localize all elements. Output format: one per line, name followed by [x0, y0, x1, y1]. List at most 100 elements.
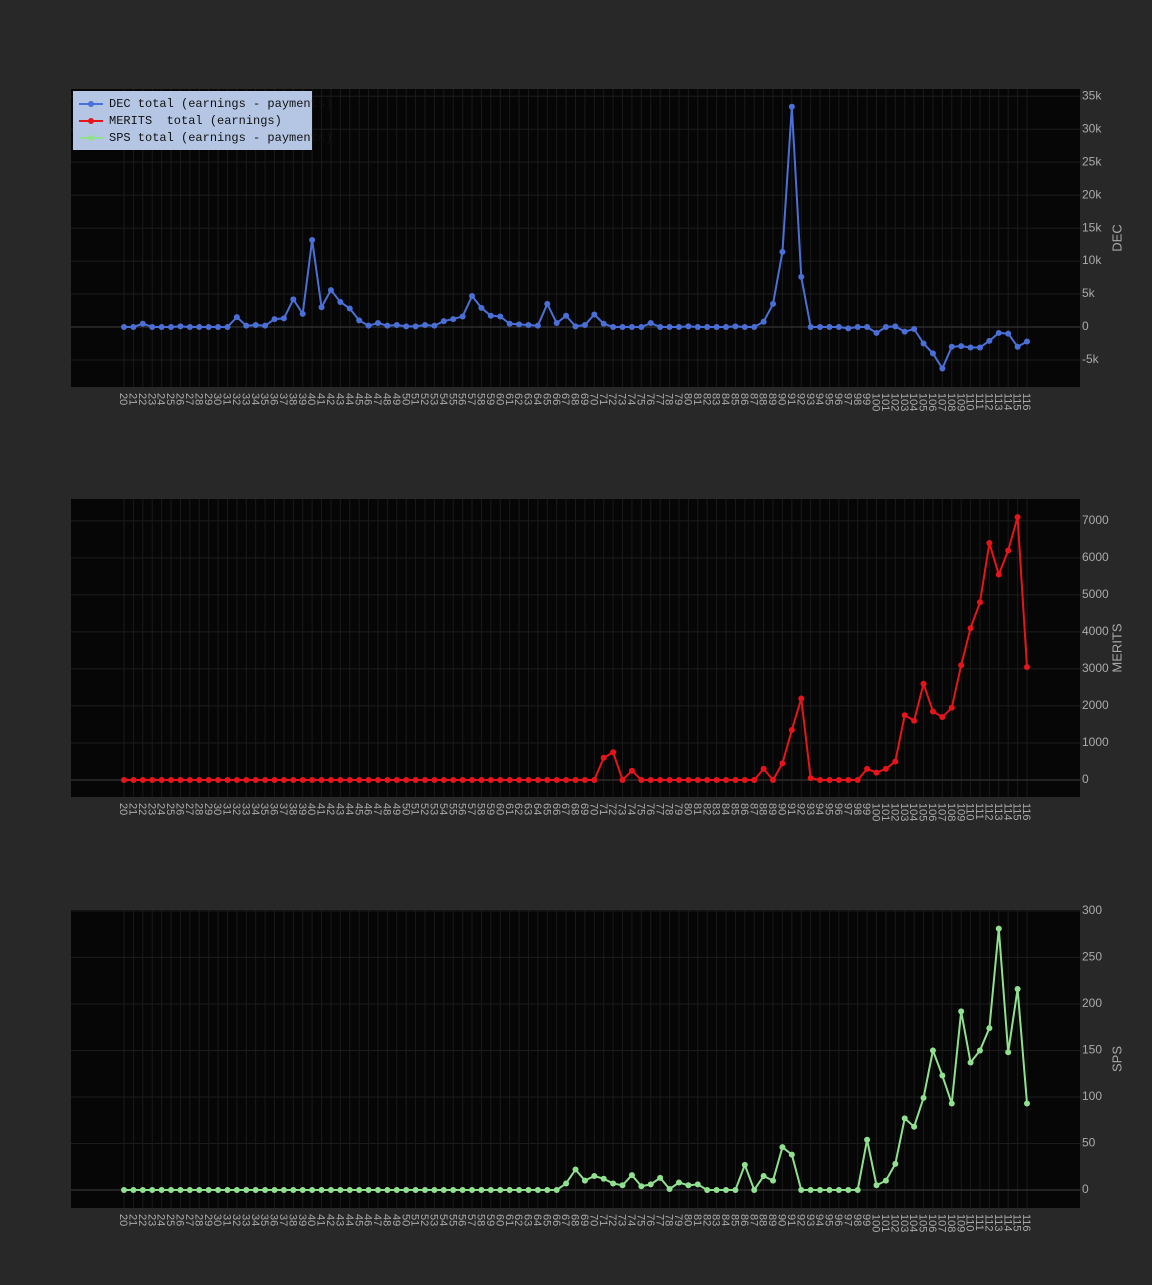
data-point — [864, 765, 871, 772]
data-point — [610, 749, 617, 756]
data-point — [600, 320, 607, 327]
data-point — [262, 1186, 269, 1193]
data-point — [911, 717, 918, 724]
x-tick-label: 37 — [277, 803, 289, 815]
x-tick-label: 22 — [136, 1214, 148, 1226]
data-point — [1005, 330, 1012, 337]
data-point — [478, 776, 485, 783]
x-tick-label: 21 — [127, 803, 139, 815]
x-tick-label: 106 — [926, 393, 938, 411]
data-point — [365, 1186, 372, 1193]
x-tick-label: 68 — [569, 803, 581, 815]
data-point — [403, 776, 410, 783]
data-point — [694, 776, 701, 783]
x-tick-label: 52 — [418, 803, 430, 815]
x-tick-label: 61 — [503, 393, 515, 405]
data-point — [506, 1186, 513, 1193]
x-tick-label: 69 — [578, 1214, 590, 1226]
data-point — [186, 1186, 193, 1193]
data-point — [469, 1186, 476, 1193]
x-tick-label: 91 — [785, 803, 797, 815]
x-tick-label: 93 — [804, 1214, 816, 1226]
x-tick-label: 45 — [352, 803, 364, 815]
data-point — [280, 315, 287, 322]
data-point — [657, 324, 664, 331]
y-tick-label: 200 — [1082, 996, 1102, 1010]
data-point — [318, 776, 325, 783]
x-tick-label: 72 — [606, 803, 618, 815]
x-tick-label: 31 — [221, 393, 233, 405]
x-tick-label: 51 — [409, 1214, 421, 1226]
data-point — [986, 1025, 993, 1032]
data-point — [901, 328, 908, 335]
data-point — [450, 1186, 457, 1193]
x-tick-label: 39 — [296, 1214, 308, 1226]
x-tick-label: 59 — [484, 393, 496, 405]
x-tick-label: 26 — [174, 1214, 186, 1226]
x-tick-label: 115 — [1011, 393, 1023, 411]
data-point — [139, 1186, 146, 1193]
data-point — [309, 236, 316, 243]
y-tick-label: 4000 — [1082, 624, 1109, 638]
x-tick-label: 60 — [493, 803, 505, 815]
x-tick-label: 108 — [945, 1214, 957, 1232]
data-point — [121, 324, 127, 331]
x-tick-label: 49 — [390, 1214, 402, 1226]
data-point — [619, 324, 626, 331]
data-point — [892, 323, 899, 330]
data-point — [224, 776, 231, 783]
legend-box — [73, 91, 312, 150]
data-point — [1014, 986, 1021, 993]
data-point — [158, 776, 165, 783]
data-point — [854, 776, 861, 783]
data-point — [939, 1072, 946, 1079]
data-point — [704, 324, 711, 331]
x-tick-label: 109 — [954, 393, 966, 411]
data-point — [723, 776, 729, 783]
x-tick-label: 25 — [164, 803, 176, 815]
data-point — [995, 925, 1002, 932]
x-tick-label: 55 — [446, 803, 458, 815]
x-tick-label: 96 — [832, 1214, 844, 1226]
y-axis-title: SPS — [1109, 1046, 1124, 1072]
data-point — [534, 322, 541, 329]
y-tick-label: 5000 — [1082, 587, 1109, 601]
x-tick-label: 93 — [804, 393, 816, 405]
x-tick-label: 103 — [898, 393, 910, 411]
x-tick-label: 65 — [540, 803, 552, 815]
x-tick-label: 96 — [832, 803, 844, 815]
x-tick-label: 42 — [324, 1214, 336, 1226]
data-point — [835, 776, 842, 783]
x-tick-label: 45 — [352, 393, 364, 405]
data-point — [948, 343, 955, 350]
data-point — [497, 313, 504, 320]
data-point — [563, 312, 570, 319]
x-tick-label: 81 — [691, 803, 703, 815]
data-point — [920, 340, 927, 347]
x-tick-label: 82 — [700, 393, 712, 405]
data-point — [1014, 343, 1021, 350]
y-tick-label: 3000 — [1082, 661, 1109, 675]
data-point — [299, 1186, 306, 1193]
data-point — [600, 1175, 607, 1182]
y-tick-label: 7000 — [1082, 513, 1109, 527]
x-tick-label: 95 — [823, 393, 835, 405]
x-tick-label: 30 — [211, 393, 223, 405]
x-tick-label: 38 — [286, 1214, 298, 1226]
x-tick-label: 82 — [700, 1214, 712, 1226]
x-tick-label: 48 — [380, 1214, 392, 1226]
x-tick-label: 92 — [794, 1214, 806, 1226]
data-point — [149, 324, 156, 331]
x-tick-label: 105 — [917, 1214, 929, 1232]
data-point — [986, 337, 993, 344]
x-tick-label: 97 — [841, 393, 853, 405]
x-tick-label: 111 — [973, 803, 985, 820]
x-tick-label: 63 — [522, 393, 534, 405]
data-point — [741, 1161, 748, 1168]
data-point — [788, 726, 795, 733]
data-point — [581, 322, 588, 329]
x-tick-label: 87 — [747, 393, 759, 405]
data-point — [412, 776, 419, 783]
y-tick-label: 250 — [1082, 950, 1102, 964]
data-point — [892, 1160, 899, 1167]
